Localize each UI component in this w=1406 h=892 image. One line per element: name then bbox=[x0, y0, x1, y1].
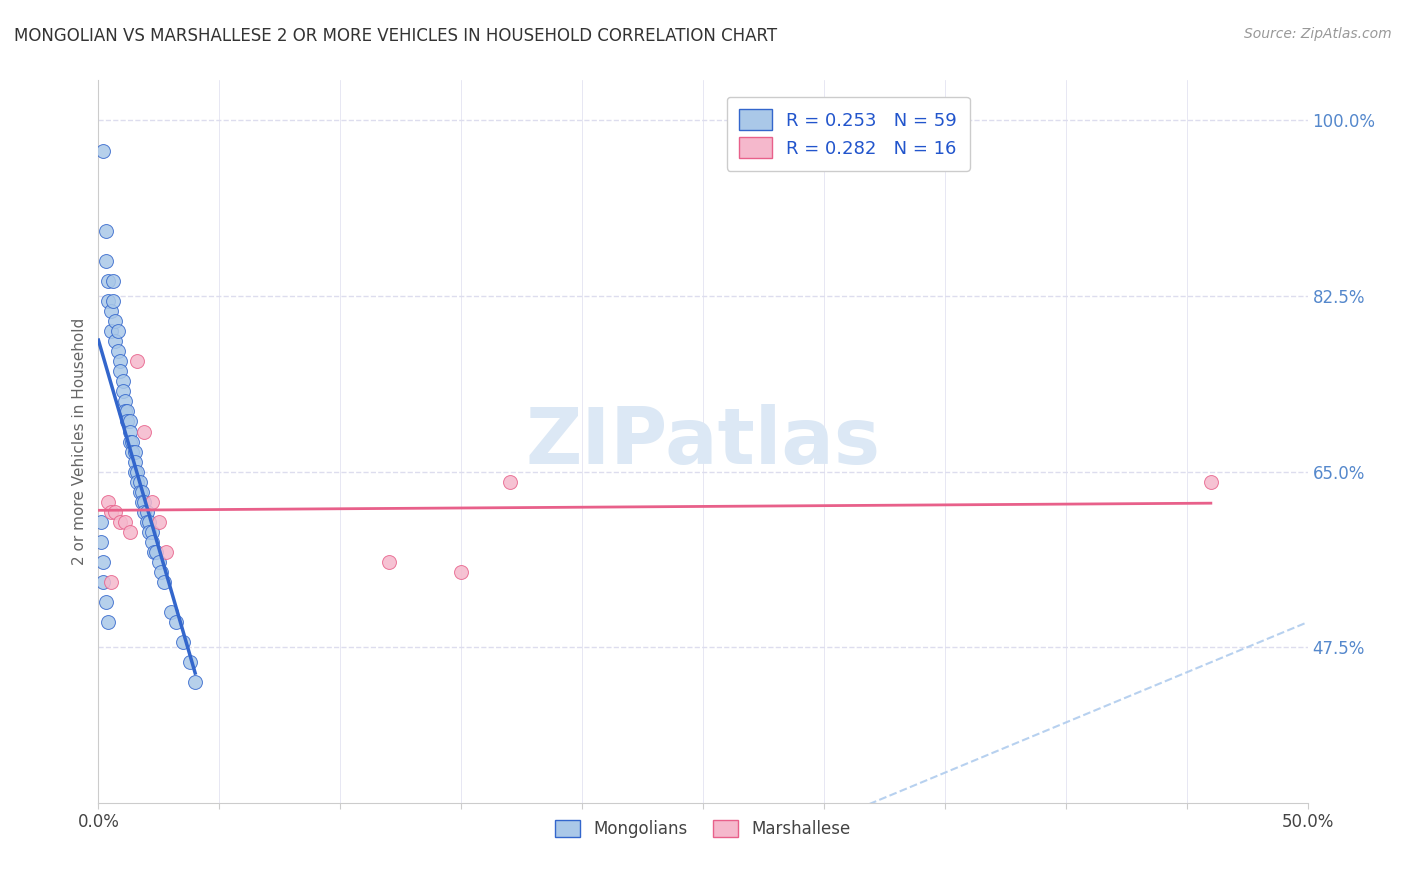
Point bbox=[97, 615, 120, 630]
Point bbox=[131, 494, 153, 508]
Point bbox=[450, 565, 472, 579]
Point bbox=[97, 293, 120, 308]
Point bbox=[377, 555, 399, 569]
Point bbox=[121, 444, 143, 458]
Point bbox=[124, 444, 146, 458]
Point bbox=[118, 414, 141, 428]
Point bbox=[135, 505, 157, 519]
Point bbox=[128, 475, 150, 489]
Point bbox=[100, 324, 122, 338]
Point bbox=[141, 494, 163, 508]
Point bbox=[100, 304, 122, 318]
Point bbox=[118, 524, 141, 539]
Point bbox=[118, 425, 141, 439]
Point bbox=[134, 494, 156, 508]
Point bbox=[138, 515, 160, 529]
Point bbox=[97, 274, 120, 288]
Point bbox=[127, 465, 149, 479]
Point bbox=[498, 475, 520, 489]
Point bbox=[91, 574, 114, 589]
Point bbox=[155, 545, 177, 559]
Point bbox=[94, 595, 117, 609]
Point bbox=[94, 253, 117, 268]
Point bbox=[100, 505, 122, 519]
Point bbox=[111, 384, 134, 399]
Point bbox=[90, 515, 112, 529]
Point bbox=[124, 465, 146, 479]
Point bbox=[108, 364, 131, 378]
Point bbox=[127, 354, 149, 368]
Text: ZIPatlas: ZIPatlas bbox=[526, 403, 880, 480]
Point bbox=[114, 394, 136, 409]
Point bbox=[179, 655, 201, 669]
Point bbox=[134, 505, 156, 519]
Point bbox=[160, 605, 183, 619]
Point bbox=[150, 565, 173, 579]
Text: Source: ZipAtlas.com: Source: ZipAtlas.com bbox=[1244, 27, 1392, 41]
Point bbox=[101, 293, 124, 308]
Point bbox=[117, 404, 139, 418]
Point bbox=[148, 515, 170, 529]
Point bbox=[104, 505, 127, 519]
Point bbox=[138, 524, 160, 539]
Point bbox=[141, 524, 163, 539]
Point bbox=[101, 274, 124, 288]
Point bbox=[111, 375, 134, 389]
Point bbox=[108, 515, 131, 529]
Point bbox=[1199, 475, 1222, 489]
Point bbox=[107, 324, 129, 338]
Point bbox=[143, 545, 166, 559]
Point bbox=[91, 144, 114, 158]
Point bbox=[108, 354, 131, 368]
Point bbox=[141, 535, 163, 549]
Point bbox=[91, 555, 114, 569]
Point bbox=[152, 574, 174, 589]
Point bbox=[127, 475, 149, 489]
Point bbox=[104, 314, 127, 328]
Point bbox=[135, 515, 157, 529]
Point bbox=[128, 484, 150, 499]
Point bbox=[124, 454, 146, 469]
Point bbox=[94, 224, 117, 238]
Point bbox=[107, 344, 129, 359]
Point bbox=[90, 535, 112, 549]
Point bbox=[114, 515, 136, 529]
Point bbox=[131, 484, 153, 499]
Point bbox=[114, 404, 136, 418]
Point bbox=[134, 425, 156, 439]
Point bbox=[104, 334, 127, 348]
Point bbox=[121, 434, 143, 449]
Point bbox=[184, 675, 207, 690]
Point bbox=[148, 555, 170, 569]
Y-axis label: 2 or more Vehicles in Household: 2 or more Vehicles in Household bbox=[72, 318, 87, 566]
Point bbox=[118, 434, 141, 449]
Legend: Mongolians, Marshallese: Mongolians, Marshallese bbox=[548, 814, 858, 845]
Point bbox=[165, 615, 187, 630]
Point bbox=[145, 545, 167, 559]
Point bbox=[172, 635, 194, 649]
Point bbox=[100, 574, 122, 589]
Point bbox=[117, 414, 139, 428]
Text: MONGOLIAN VS MARSHALLESE 2 OR MORE VEHICLES IN HOUSEHOLD CORRELATION CHART: MONGOLIAN VS MARSHALLESE 2 OR MORE VEHIC… bbox=[14, 27, 778, 45]
Point bbox=[97, 494, 120, 508]
